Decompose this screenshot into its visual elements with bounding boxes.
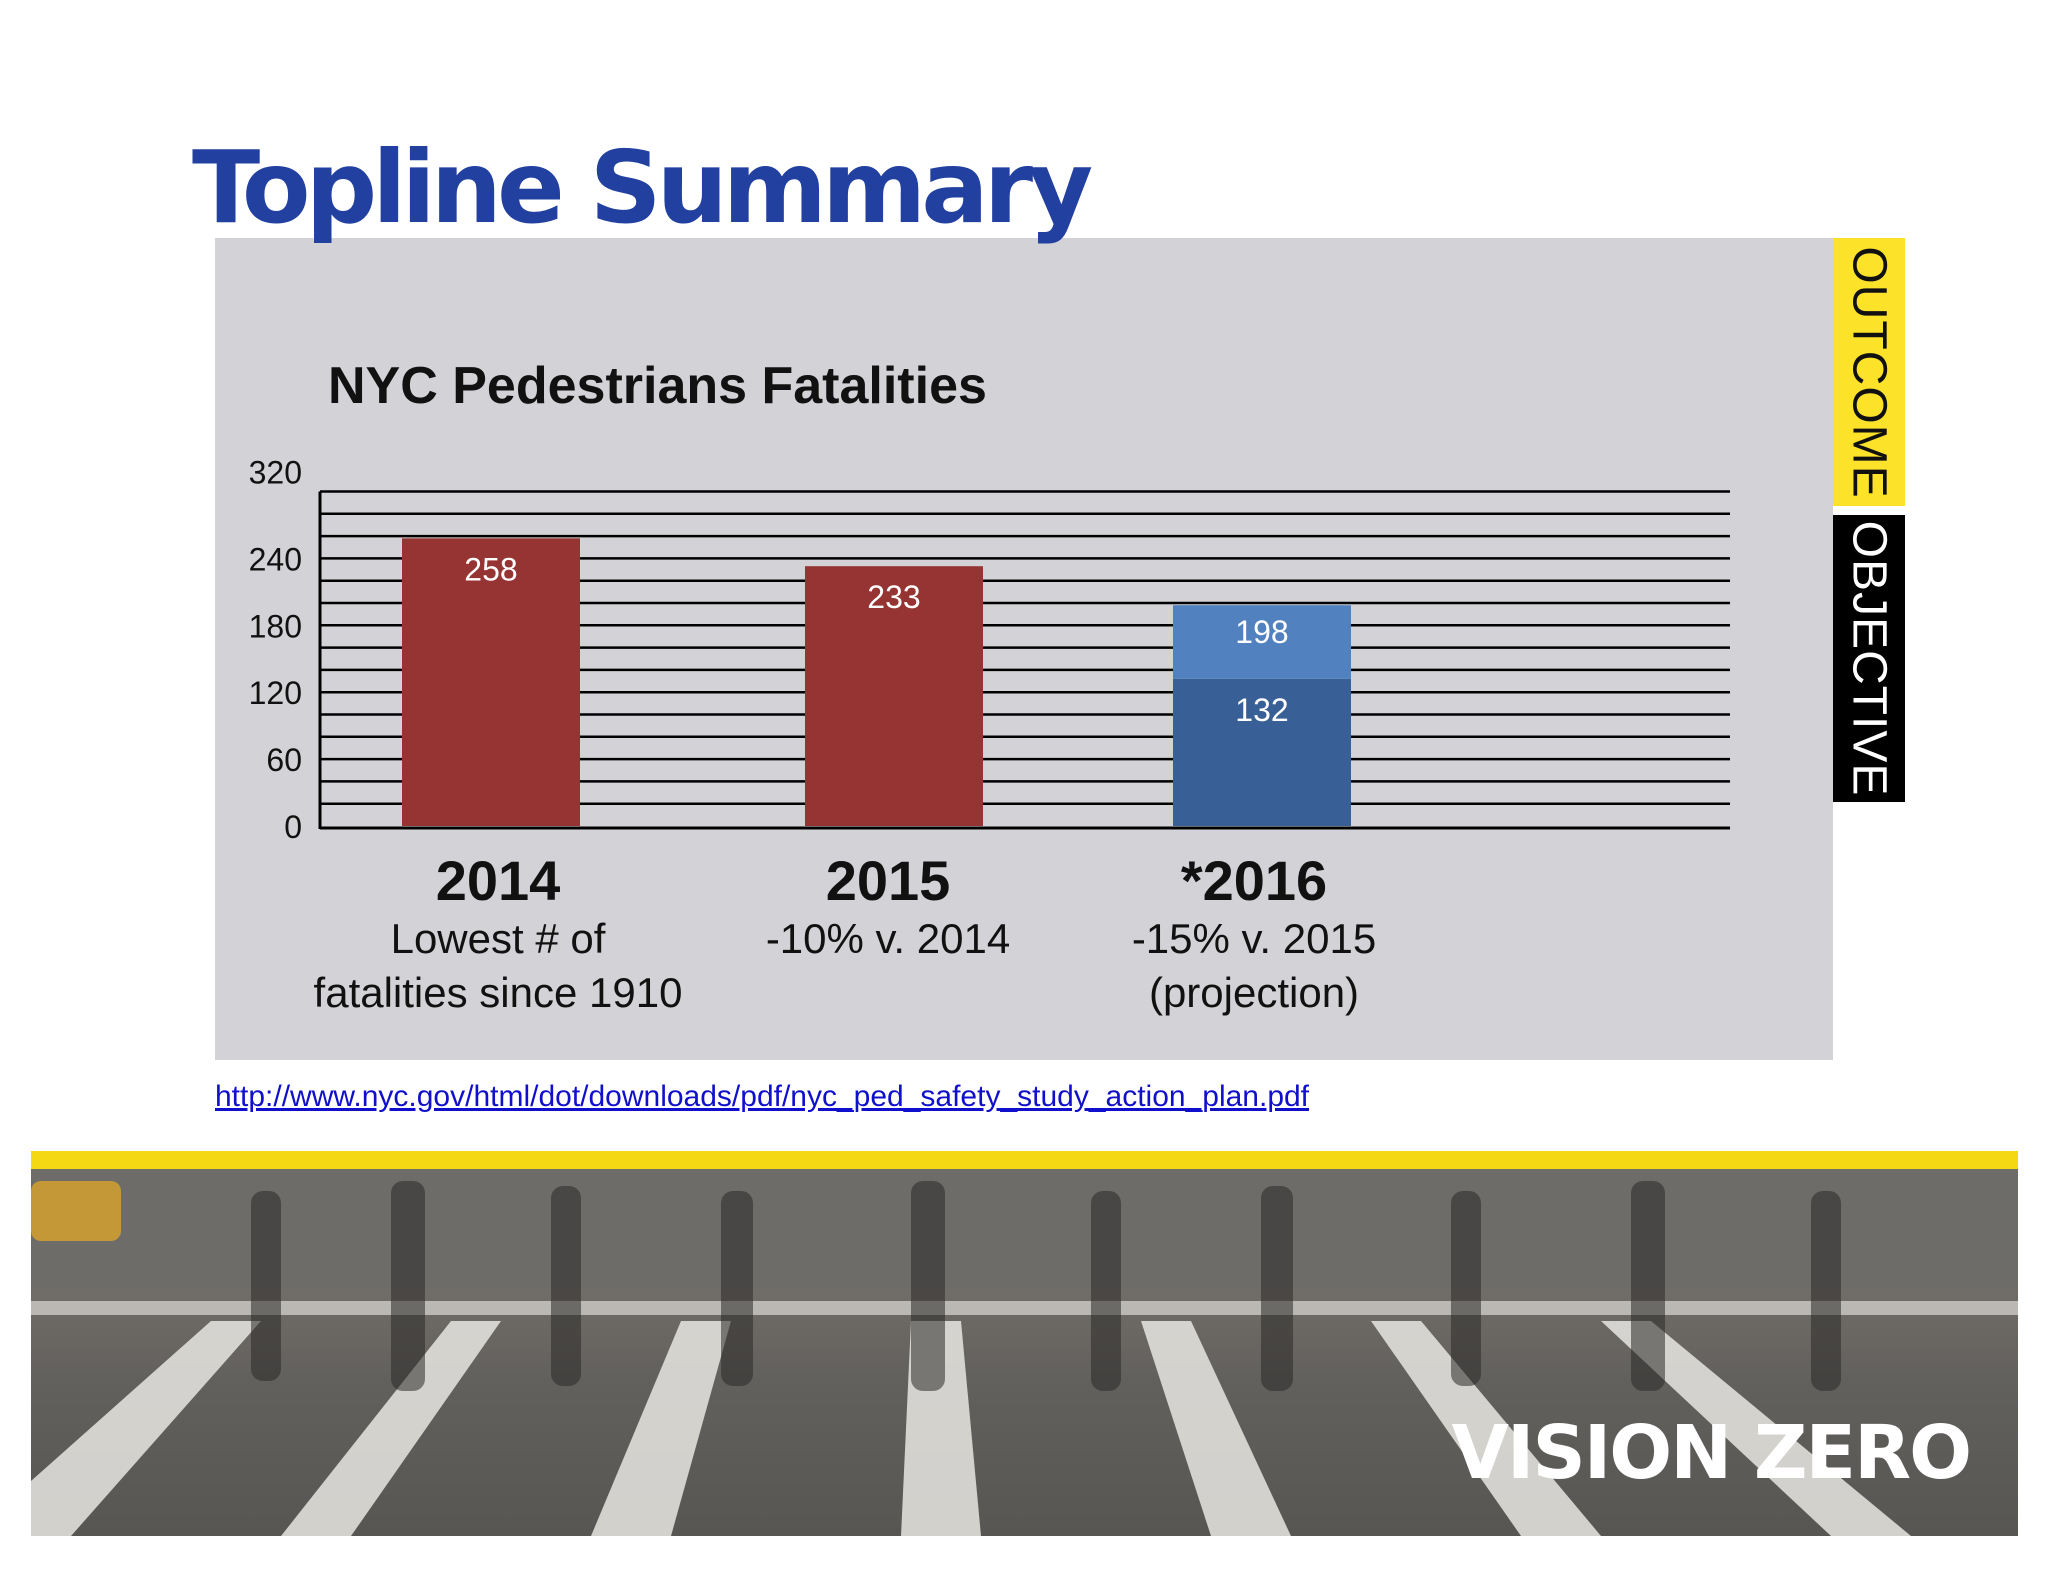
bar-2016-projected — [1173, 605, 1351, 679]
caption-year: 2014 — [435, 849, 561, 912]
data-label: 233 — [867, 579, 920, 615]
objective-tab-label: OBJECTIVE — [1842, 520, 1896, 797]
caption-2014: 2014 Lowest # of fatalities since 1910 — [268, 850, 728, 1020]
caption-2015: 2015 -10% v. 2014 — [658, 850, 1118, 966]
data-label: 258 — [464, 551, 517, 587]
vision-zero-logo: VISION ZERO — [1451, 1410, 1972, 1496]
banner-stripe — [31, 1151, 2018, 1169]
y-tick-label: 320 — [249, 455, 302, 491]
caption-line: (projection) — [1148, 969, 1360, 1016]
crosswalk-illustration — [31, 1169, 2018, 1536]
data-label: 198 — [1235, 614, 1288, 650]
caption-line: Lowest # of — [390, 915, 606, 962]
outcome-tab: OUTCOME — [1833, 238, 1905, 506]
y-tick-label: 180 — [249, 608, 302, 644]
caption-line: -10% v. 2014 — [765, 915, 1011, 962]
caption-line: -15% v. 2015 — [1131, 915, 1377, 962]
slide-title: Topline Summary — [192, 129, 1093, 246]
chart-title: NYC Pedestrians Fatalities — [328, 357, 987, 415]
objective-tab: OBJECTIVE — [1833, 515, 1905, 802]
y-tick-label: 240 — [249, 541, 302, 577]
bar-2016 — [1173, 678, 1351, 826]
outcome-tab-label: OUTCOME — [1842, 245, 1896, 499]
data-label: 132 — [1235, 692, 1288, 728]
caption-2016: *2016 -15% v. 2015 (projection) — [1024, 850, 1484, 1020]
caption-year: 2015 — [825, 849, 951, 912]
crosswalk-banner-image: VISION ZERO — [31, 1151, 2018, 1536]
bar-2014 — [402, 538, 580, 826]
caption-line: fatalities since 1910 — [313, 969, 683, 1016]
bar-2015 — [805, 566, 983, 826]
y-tick-label: 120 — [249, 675, 302, 711]
source-link[interactable]: http://www.nyc.gov/html/dot/downloads/pd… — [215, 1080, 1310, 1113]
y-tick-label: 60 — [266, 742, 302, 778]
y-tick-label: 0 — [284, 809, 302, 845]
caption-year: *2016 — [1180, 849, 1328, 912]
